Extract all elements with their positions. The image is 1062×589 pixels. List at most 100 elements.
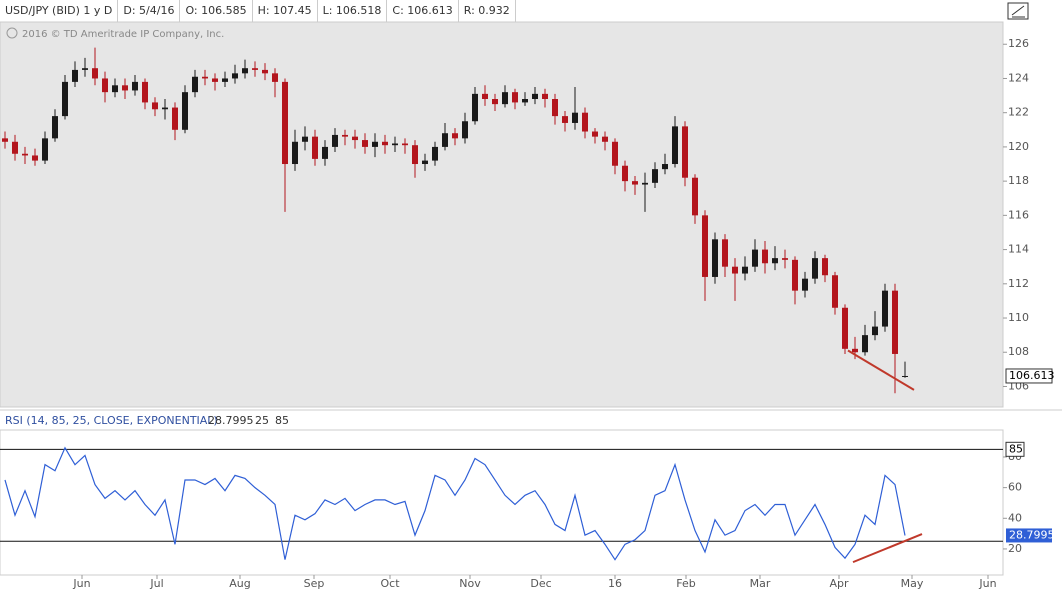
x-tick-label: Feb: [676, 577, 695, 589]
candle-body: [162, 107, 168, 110]
rsi-value-box: [1006, 528, 1052, 543]
candle-body: [742, 266, 748, 274]
candle-body: [512, 92, 518, 103]
last-price-box: [1005, 368, 1053, 384]
candle-body: [902, 375, 908, 377]
candle-body: [432, 146, 438, 161]
candle-body: [782, 258, 788, 260]
candle-body: [362, 140, 368, 147]
rsi-level: 85: [275, 414, 289, 427]
candle-body: [242, 68, 248, 74]
candle-body: [542, 93, 548, 99]
candle-body: [552, 99, 558, 117]
level-box: [1005, 441, 1025, 457]
y-tick-label: 110: [1008, 311, 1029, 324]
candle-body: [322, 146, 328, 159]
candle-body: [582, 112, 588, 132]
x-tick-label: Jul: [149, 577, 163, 589]
y-tick-label: 122: [1008, 106, 1029, 119]
level-label: 85: [1009, 442, 1023, 455]
candle-body: [262, 69, 268, 74]
x-tick-label: Jun: [72, 577, 90, 589]
candle-body: [152, 102, 158, 110]
high: H: 107.45: [253, 0, 318, 22]
candle-body: [392, 143, 398, 146]
candle-body: [702, 215, 708, 277]
candle-body: [852, 348, 858, 353]
candle-body: [692, 177, 698, 216]
candle-body: [572, 112, 578, 123]
candle-body: [802, 278, 808, 291]
y-tick-label: 20: [1008, 542, 1022, 555]
candle-body: [832, 275, 838, 308]
candle-body: [112, 85, 118, 93]
draw-tool-icon[interactable]: [1007, 2, 1029, 20]
price-panel: [0, 21, 1004, 408]
candle-body: [72, 69, 78, 82]
candle-body: [302, 136, 308, 142]
candle-body: [252, 68, 258, 70]
open: O: 106.585: [180, 0, 253, 22]
candle-body: [222, 78, 228, 82]
candle-body: [532, 93, 538, 99]
candle-body: [622, 165, 628, 182]
candle-body: [62, 81, 68, 117]
x-tick-label: Nov: [459, 577, 481, 589]
candle-body: [52, 116, 58, 139]
last-price-label: 106.613: [1009, 369, 1055, 382]
candle-body: [292, 141, 298, 165]
x-tick-label: Mar: [750, 577, 771, 589]
y-tick-label: 114: [1008, 243, 1029, 256]
trend-line: [852, 533, 923, 564]
candle-body: [462, 121, 468, 139]
symbol[interactable]: USD/JPY (BID) 1 y D: [0, 0, 119, 22]
candle-body: [332, 134, 338, 147]
candle-body: [892, 290, 898, 354]
header: USD/JPY (BID) 1 y D D: 5/4/16 O: 106.585…: [0, 0, 516, 22]
rsi-title: RSI (14, 85, 25, CLOSE, EXPONENTIAL): [5, 414, 218, 427]
candle-body: [592, 131, 598, 137]
candle-body: [762, 249, 768, 264]
candle-body: [82, 68, 88, 70]
candle-body: [312, 136, 318, 159]
candle-body: [562, 116, 568, 123]
x-tick-label: Apr: [829, 577, 849, 589]
candle-body: [732, 266, 738, 274]
candle-body: [642, 182, 648, 185]
x-tick-label: Oct: [380, 577, 400, 589]
candle-body: [662, 164, 668, 170]
x-tick-label: May: [901, 577, 924, 589]
candle-body: [342, 134, 348, 137]
candle-body: [212, 78, 218, 82]
rsi-line: [4, 446, 906, 561]
candle-body: [352, 136, 358, 141]
y-tick-label: 118: [1008, 174, 1029, 187]
candle-body: [412, 145, 418, 165]
candle-body: [612, 141, 618, 166]
candle-body: [522, 99, 528, 103]
low: L: 106.518: [318, 0, 388, 22]
candle-body: [602, 136, 608, 142]
candle-body: [422, 160, 428, 165]
rsi-level: 25: [255, 414, 269, 427]
y-tick-label: 120: [1008, 140, 1029, 153]
x-tick-label: 16: [608, 577, 622, 589]
candle-body: [22, 153, 28, 156]
candle-body: [752, 249, 758, 267]
candle-body: [182, 92, 188, 130]
candle-body: [652, 169, 658, 183]
candle-body: [482, 93, 488, 99]
copyright-icon: [6, 27, 18, 39]
candle-body: [882, 290, 888, 327]
candle-body: [842, 307, 848, 349]
candle-body: [862, 335, 868, 353]
rsi-value: 28.7995: [208, 414, 254, 427]
candle-body: [672, 126, 678, 165]
candle-body: [32, 155, 38, 161]
trend-line: [847, 349, 915, 391]
candle-body: [772, 258, 778, 264]
candle-body: [192, 76, 198, 93]
candle-body: [722, 239, 728, 267]
